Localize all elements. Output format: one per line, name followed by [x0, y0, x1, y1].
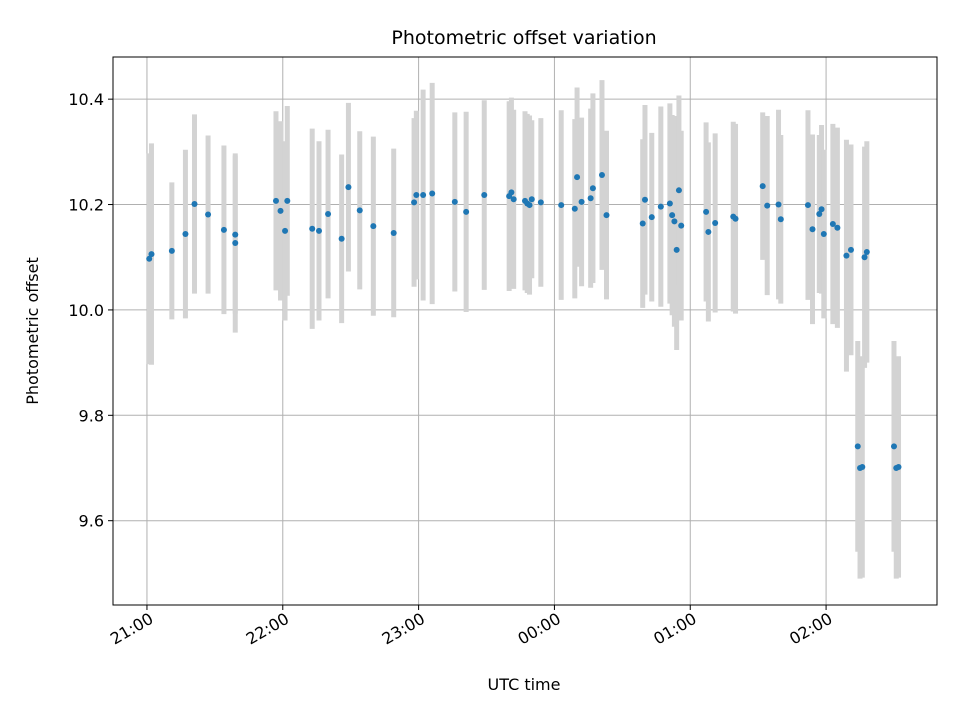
data-point: [895, 463, 902, 470]
data-point: [639, 220, 646, 227]
y-axis-label: Photometric offset: [23, 257, 42, 405]
data-point: [759, 183, 766, 190]
data-point: [205, 211, 212, 218]
data-point: [429, 190, 436, 197]
data-point: [603, 212, 610, 219]
data-point: [284, 197, 291, 204]
data-point: [356, 207, 363, 214]
data-point: [820, 231, 827, 238]
y-tick-label: 10.4: [68, 90, 104, 109]
data-point: [641, 196, 648, 203]
data-point: [232, 231, 239, 238]
data-points: [146, 172, 902, 471]
data-point: [390, 229, 397, 236]
y-tick-label: 10.2: [68, 196, 104, 215]
data-point: [859, 463, 866, 470]
data-point: [818, 206, 825, 213]
data-point: [764, 202, 771, 209]
data-point: [510, 196, 517, 203]
data-point: [558, 202, 565, 209]
data-point: [508, 189, 515, 196]
data-point: [571, 205, 578, 212]
data-point: [338, 235, 345, 242]
data-point: [146, 255, 153, 262]
data-point: [678, 222, 685, 229]
data-point: [325, 211, 332, 218]
data-point: [712, 219, 719, 226]
data-point: [777, 216, 784, 223]
data-point: [481, 192, 488, 199]
plot-frame: [112, 56, 938, 606]
y-axis-ticks: 9.6 9.8 10.0 10.2 10.4: [68, 90, 113, 531]
data-point: [370, 223, 377, 230]
data-point: [669, 212, 676, 219]
data-point: [775, 201, 782, 208]
data-point: [671, 218, 678, 225]
data-point: [220, 226, 227, 233]
data-point: [657, 203, 664, 210]
data-point: [829, 221, 836, 228]
data-point: [309, 225, 316, 232]
data-point: [574, 174, 581, 181]
data-point: [191, 201, 198, 208]
data-point: [282, 227, 289, 234]
data-point: [703, 208, 710, 215]
data-point: [578, 198, 585, 205]
data-point: [598, 172, 605, 179]
data-point: [420, 192, 427, 199]
data-point: [666, 200, 673, 207]
data-point: [705, 228, 712, 235]
y-tick-label: 9.8: [79, 406, 104, 425]
data-point: [847, 246, 854, 253]
y-tick-label: 9.6: [79, 512, 104, 531]
x-axis-label: UTC time: [488, 675, 561, 694]
data-point: [272, 197, 279, 204]
y-tick-label: 10.0: [68, 301, 104, 320]
data-point: [411, 199, 418, 206]
data-point: [648, 214, 655, 221]
data-point: [854, 443, 861, 450]
data-point: [732, 215, 739, 222]
data-point: [451, 198, 458, 205]
data-point: [804, 202, 811, 209]
data-point: [277, 207, 284, 214]
data-point: [890, 443, 897, 450]
data-point: [843, 252, 850, 259]
data-point: [809, 226, 816, 233]
data-point: [463, 208, 470, 215]
data-point: [528, 196, 535, 203]
data-point: [148, 251, 155, 258]
data-point: [673, 246, 680, 253]
data-point: [587, 195, 594, 202]
data-point: [232, 240, 239, 247]
data-point: [863, 248, 870, 255]
data-point: [413, 192, 420, 199]
chart-title: Photometric offset variation: [391, 27, 656, 49]
data-point: [316, 227, 322, 234]
data-point: [816, 211, 823, 218]
data-point: [168, 247, 175, 254]
data-point: [345, 184, 352, 191]
data-point: [589, 185, 596, 192]
data-point: [675, 187, 682, 194]
data-point: [182, 231, 189, 238]
data-point: [537, 199, 544, 206]
data-point: [526, 202, 533, 209]
data-point: [861, 254, 868, 261]
data-point: [834, 224, 841, 231]
